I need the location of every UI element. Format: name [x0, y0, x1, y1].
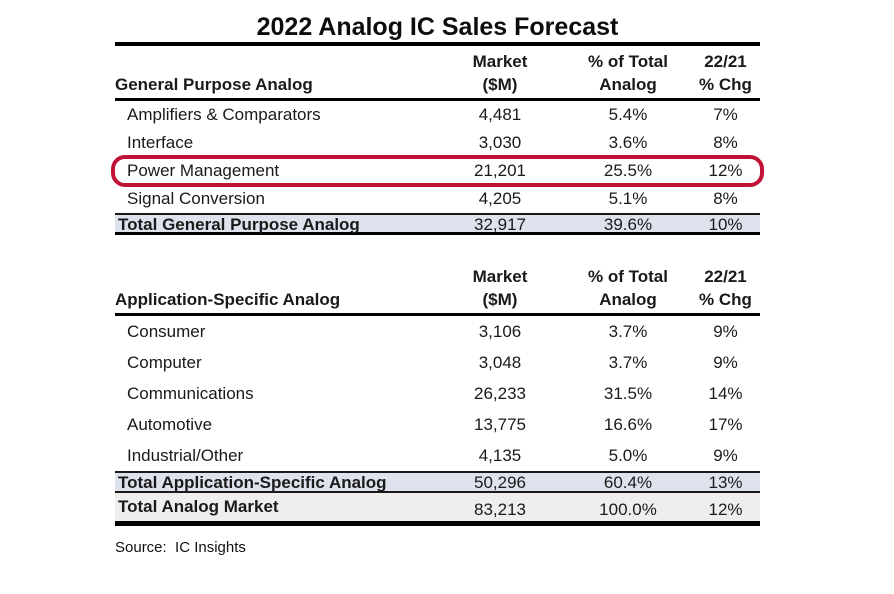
grand-total-market-value: 83,213 — [474, 499, 526, 519]
total-row-label: Total Application-Specific Analog — [118, 473, 387, 492]
row-market-value: 4,205 — [478, 189, 522, 208]
col-header-pct-line1: % of Total — [588, 52, 668, 71]
application-specific-table: Application-Specific Analog Market ($M) … — [115, 261, 760, 526]
row-market-value: 4,481 — [478, 105, 522, 124]
col-header-pct-line2: Analog — [599, 75, 657, 94]
total-chg-value: 10% — [708, 215, 743, 234]
general-purpose-header-row: General Purpose Analog Market ($M) % of … — [115, 46, 760, 101]
row-market-value: 3,030 — [478, 133, 522, 152]
col-header-market-line2: ($M) — [482, 290, 518, 309]
col-header-pct-of-total: % of Total Analog — [565, 265, 691, 313]
source-note: Source: IC Insights — [115, 539, 246, 556]
row-chg-value: 9% — [713, 445, 738, 465]
col-header-market: Market ($M) — [435, 265, 565, 313]
table-row-consumer: Consumer 3,106 3.7% 9% — [115, 316, 760, 347]
table-row-interface: Interface 3,030 3.6% 8% — [115, 129, 760, 157]
total-market-value: 32,917 — [474, 215, 526, 234]
col-header-market: Market ($M) — [435, 50, 565, 98]
table-row-signal-conversion: Signal Conversion 4,205 5.1% 8% — [115, 185, 760, 213]
row-pct-value: 5.0% — [608, 445, 648, 465]
row-market-value: 3,106 — [478, 321, 522, 341]
row-chg-value: 8% — [713, 189, 738, 208]
general-purpose-table: General Purpose Analog Market ($M) % of … — [111, 46, 764, 235]
application-specific-header-row: Application-Specific Analog Market ($M) … — [115, 261, 760, 316]
col-header-market-line2: ($M) — [482, 75, 518, 94]
application-specific-section-label: Application-Specific Analog — [115, 290, 341, 309]
row-label: Interface — [127, 133, 194, 152]
general-purpose-section-label: General Purpose Analog — [115, 75, 313, 94]
row-market-value: 13,775 — [474, 414, 526, 434]
row-pct-value: 3.7% — [608, 321, 648, 341]
total-analog-market-row: Total Analog Market 83,213 100.0% 12% — [115, 493, 760, 526]
row-chg-value: 17% — [708, 414, 743, 434]
col-header-market-line1: Market — [472, 52, 528, 71]
col-header-chg: 22/21 % Chg — [691, 50, 760, 98]
col-header-pct-of-total: % of Total Analog — [565, 50, 691, 98]
row-label: Communications — [127, 383, 254, 403]
row-label: Computer — [127, 352, 202, 372]
col-header-pct-line1: % of Total — [588, 267, 668, 286]
col-header-chg-line1: 22/21 — [704, 52, 747, 71]
table-row-power-management: Power Management 21,201 25.5% 12% — [111, 155, 764, 187]
row-label: Consumer — [127, 321, 206, 341]
col-header-market-line1: Market — [472, 267, 528, 286]
col-header-chg-line2: % Chg — [699, 75, 752, 94]
row-market-value: 21,201 — [474, 161, 526, 180]
total-pct-value: 60.4% — [603, 473, 653, 492]
row-pct-value: 3.6% — [608, 133, 648, 152]
total-application-specific-row: Total Application-Specific Analog 50,296… — [115, 471, 760, 493]
section-gap — [115, 235, 760, 261]
table-figure: 2022 Analog IC Sales Forecast General Pu… — [111, 8, 764, 556]
row-market-value: 4,135 — [478, 445, 522, 465]
grand-total-pct-value: 100.0% — [599, 499, 657, 519]
row-pct-value: 31.5% — [603, 383, 653, 403]
figure-title: 2022 Analog IC Sales Forecast — [115, 8, 760, 46]
table-row-computer: Computer 3,048 3.7% 9% — [115, 347, 760, 378]
col-header-chg-line2: % Chg — [699, 290, 752, 309]
col-header-chg-line1: 22/21 — [704, 267, 747, 286]
row-chg-value: 7% — [713, 105, 738, 124]
grand-total-chg-value: 12% — [708, 499, 743, 519]
row-chg-value: 12% — [708, 161, 743, 180]
row-pct-value: 3.7% — [608, 352, 648, 372]
row-market-value: 3,048 — [478, 352, 522, 372]
col-header-chg: 22/21 % Chg — [691, 265, 760, 313]
row-chg-value: 9% — [713, 321, 738, 341]
total-general-purpose-row: Total General Purpose Analog 32,917 39.6… — [115, 213, 760, 235]
total-pct-value: 39.6% — [603, 215, 653, 234]
row-pct-value: 25.5% — [603, 161, 653, 180]
row-market-value: 26,233 — [474, 383, 526, 403]
table-row-industrial-other: Industrial/Other 4,135 5.0% 9% — [115, 440, 760, 471]
col-header-pct-line2: Analog — [599, 290, 657, 309]
row-label: Automotive — [127, 414, 213, 434]
row-label: Industrial/Other — [127, 445, 244, 465]
row-label: Amplifiers & Comparators — [127, 105, 321, 124]
grand-total-label: Total Analog Market — [118, 497, 279, 516]
row-pct-value: 5.1% — [608, 189, 648, 208]
row-chg-value: 14% — [708, 383, 743, 403]
row-label: Power Management — [127, 161, 280, 180]
table-row-communications: Communications 26,233 31.5% 14% — [115, 378, 760, 409]
row-chg-value: 9% — [713, 352, 738, 372]
row-pct-value: 5.4% — [608, 105, 648, 124]
total-row-label: Total General Purpose Analog — [118, 215, 360, 234]
row-pct-value: 16.6% — [603, 414, 653, 434]
table-row-amplifiers: Amplifiers & Comparators 4,481 5.4% 7% — [115, 101, 760, 129]
row-label: Signal Conversion — [127, 189, 265, 208]
row-chg-value: 8% — [713, 133, 738, 152]
table-row-automotive: Automotive 13,775 16.6% 17% — [115, 409, 760, 440]
total-market-value: 50,296 — [474, 473, 526, 492]
total-chg-value: 13% — [708, 473, 743, 492]
